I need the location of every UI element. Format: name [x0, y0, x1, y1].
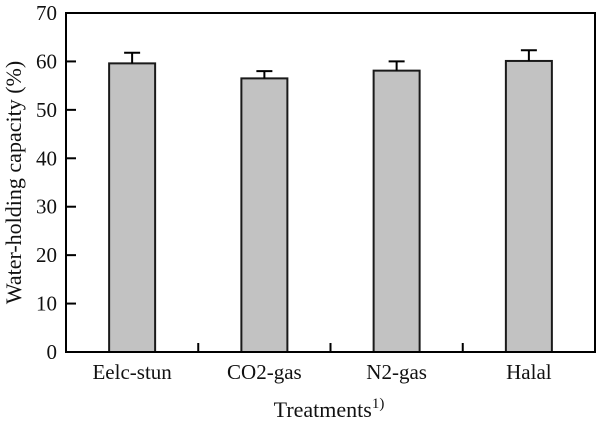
- plot-area: Eelc-stun CO2-gas N2-gas Halal 0 10 20 30 40 50 60…: [36, 1, 596, 384]
- plot-border: [65, 12, 596, 353]
- bar-N2-gas: [372, 69, 421, 353]
- y-tick-label: 70: [36, 1, 57, 25]
- bar-CO2-gas: [240, 77, 289, 353]
- x-category-label: Eelc-stun: [92, 360, 172, 384]
- x-category-label: CO2-gas: [227, 360, 302, 384]
- y-tick-label: 50: [36, 98, 57, 122]
- y-tick-label: 30: [36, 195, 57, 219]
- x-category-label: Halal: [506, 360, 552, 384]
- y-tick-label: 0: [47, 340, 58, 364]
- y-axis-title: Water-holding capacity (%): [1, 61, 26, 304]
- bar-Halal: [504, 59, 553, 354]
- bar-Eelc-stun: [108, 62, 157, 353]
- y-tick-label: 20: [36, 243, 57, 267]
- x-category-label: N2-gas: [366, 360, 427, 384]
- x-axis-title-superscript: 1): [372, 396, 385, 412]
- y-tick-label: 60: [36, 49, 57, 73]
- x-axis-title: Treatments1): [274, 396, 385, 422]
- y-tick-label: 40: [36, 146, 57, 170]
- y-tick-label: 10: [36, 292, 57, 316]
- x-axis-title-text: Treatments: [274, 397, 372, 422]
